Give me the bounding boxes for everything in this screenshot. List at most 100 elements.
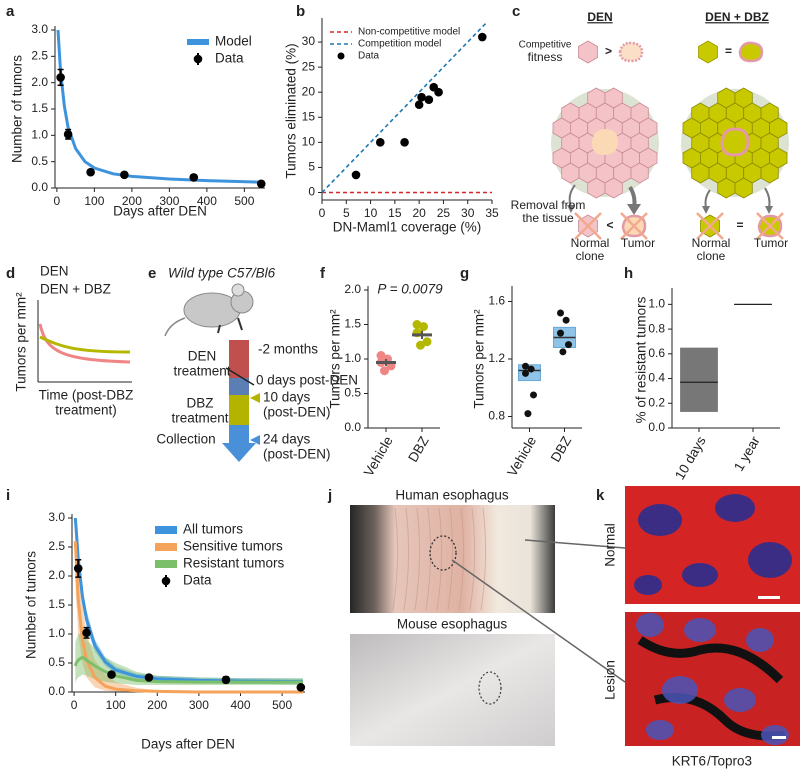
x-axis-label: DN-Maml1 coverage (%) [333, 220, 482, 235]
image-label: Normal [603, 523, 618, 567]
cross [620, 212, 648, 240]
y-tick-label: 0 [308, 185, 315, 199]
panel-letter: h [624, 265, 633, 282]
legend-label: DEN [40, 264, 69, 279]
data-point [424, 95, 434, 105]
y-tick-label: 5 [308, 160, 315, 174]
y-tick-label: 3.0 [31, 22, 48, 36]
y-tick-label: 0.0 [48, 684, 65, 698]
y-axis-label: % of resistant tumors [634, 296, 649, 423]
nucleus-cluster [724, 688, 756, 712]
data-point [527, 365, 535, 373]
legend-label: Model [215, 34, 252, 49]
label: Competitive [519, 40, 572, 51]
data-point [557, 309, 564, 317]
x-tick-label: 15 [388, 206, 402, 220]
data-point [559, 348, 567, 356]
connector [451, 559, 626, 683]
photo-texture [403, 507, 410, 611]
x-tick-label: DBZ [548, 434, 574, 465]
x-tick-label: 300 [189, 698, 209, 712]
column-title: DEN + DBZ [705, 10, 769, 24]
symbol: = [725, 44, 732, 58]
x-tick-label: 0 [319, 206, 326, 220]
y-tick-label: 20 [302, 84, 316, 98]
y-tick-label: 1.5 [344, 317, 361, 331]
y-tick-label: 0.0 [648, 420, 665, 434]
x-tick-label: 10 days [672, 434, 709, 483]
data-point [562, 316, 570, 324]
label: the tissue [522, 211, 574, 225]
label: (post-DEN) [263, 447, 331, 462]
y-axis-label: Number of tumors [10, 55, 25, 163]
y-tick-label: 0.5 [31, 154, 48, 168]
photo-texture [392, 507, 399, 611]
panel-letter: j [327, 487, 332, 504]
legend-label: Data [215, 51, 244, 66]
photo-texture [447, 507, 454, 611]
label: 10 days [263, 390, 311, 405]
title: Wild type C57/Bl6 [168, 266, 276, 281]
nucleus-cluster [662, 676, 698, 704]
panel-letter: b [296, 3, 305, 20]
photo-texture [480, 507, 487, 611]
label: fitness [528, 50, 563, 64]
legend-label: DEN + DBZ [40, 282, 111, 297]
label: Collection [156, 432, 215, 447]
data-point [380, 366, 389, 376]
data-point [530, 391, 537, 399]
label: DBZ [187, 396, 214, 411]
x-tick-label: 10 [364, 206, 378, 220]
photo-texture [469, 507, 476, 611]
photo-texture [458, 507, 465, 611]
x-tick-label: 25 [437, 206, 451, 220]
annotation: P = 0.0079 [377, 282, 443, 297]
arrow [567, 205, 575, 213]
label: 24 days [263, 432, 311, 447]
range-bar [680, 347, 718, 412]
tumor [592, 129, 618, 155]
icon [698, 40, 718, 64]
nucleus-cluster [646, 720, 674, 740]
data-point [296, 683, 306, 692]
arrow [765, 206, 773, 214]
y-tick-label: 2.5 [31, 49, 48, 63]
symbol: > [605, 44, 612, 58]
y-tick-label: 30 [302, 34, 316, 48]
data-point [557, 329, 564, 337]
data-point [56, 73, 65, 82]
y-tick-label: 1.0 [344, 351, 361, 365]
y-tick-label: 1.5 [31, 101, 48, 115]
cross [696, 212, 724, 240]
label: Tumor [754, 236, 788, 250]
data-point [376, 351, 386, 361]
data-point [256, 179, 266, 189]
label: -2 months [258, 342, 318, 357]
y-axis-label: Tumors per mm² [472, 309, 487, 409]
y-tick-label: 1.6 [488, 294, 505, 308]
label: DEN [188, 349, 217, 364]
y-tick-label: 15 [302, 109, 316, 123]
cell [769, 147, 788, 169]
timeline [229, 340, 249, 378]
y-tick-label: 0.5 [344, 386, 361, 400]
icon [618, 41, 644, 63]
timeline-marker [250, 435, 260, 445]
x-tick-label: 500 [272, 698, 292, 712]
data-point [375, 138, 385, 147]
cross [574, 212, 602, 240]
y-tick-label: 2.0 [48, 568, 65, 582]
label: Removal from [511, 198, 586, 212]
data-point [120, 170, 129, 180]
cell [769, 117, 788, 139]
label: (post-DEN) [263, 405, 331, 420]
y-tick-label: 0.0 [31, 180, 48, 194]
y-tick-label: 1.0 [648, 297, 665, 311]
nucleus-cluster [636, 613, 664, 637]
cell [639, 117, 658, 139]
y-tick-label: 1.0 [48, 626, 65, 640]
x-tick-label: 200 [147, 698, 167, 712]
data-point [107, 670, 116, 679]
schematic-curve [39, 335, 131, 354]
